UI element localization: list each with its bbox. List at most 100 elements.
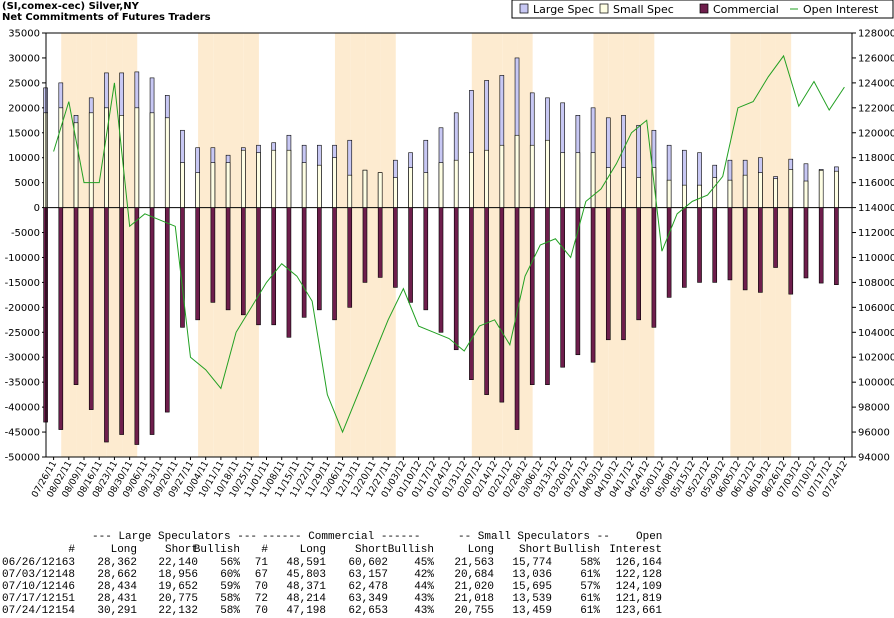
bar bbox=[834, 207, 839, 285]
bar bbox=[788, 207, 794, 295]
bar bbox=[529, 144, 535, 208]
month-band bbox=[350, 33, 366, 457]
bar bbox=[73, 122, 79, 208]
bar bbox=[438, 162, 444, 208]
table-header: Bullish bbox=[554, 544, 600, 556]
y-tick-label: -30000 bbox=[5, 353, 40, 364]
table-cell: 67 bbox=[255, 569, 268, 581]
table-cell: 123,661 bbox=[616, 605, 663, 617]
table-cell: 60,602 bbox=[348, 557, 388, 569]
table-cell: 61% bbox=[580, 605, 600, 617]
legend-label: Open Interest bbox=[803, 3, 879, 16]
y2-tick-label: 94000 bbox=[858, 453, 890, 464]
bar bbox=[164, 117, 170, 208]
bar bbox=[590, 207, 596, 363]
table-cell: 58% bbox=[220, 605, 240, 617]
table-cell: 154 bbox=[55, 605, 75, 617]
bar bbox=[271, 149, 277, 208]
bar bbox=[88, 112, 94, 208]
table-cell: 45,803 bbox=[286, 569, 326, 581]
month-band bbox=[730, 33, 746, 457]
y-tick-label: -45000 bbox=[5, 428, 40, 439]
bar bbox=[818, 169, 824, 208]
month-band bbox=[91, 33, 107, 457]
table-cell: 47,198 bbox=[286, 605, 326, 617]
bar bbox=[621, 167, 626, 208]
bar bbox=[104, 207, 109, 443]
y-tick-label: -15000 bbox=[5, 278, 40, 289]
bar bbox=[666, 179, 672, 208]
bar bbox=[393, 177, 398, 208]
month-band bbox=[76, 33, 92, 457]
table-header: Interest bbox=[609, 544, 662, 556]
bar bbox=[575, 152, 581, 208]
month-band bbox=[380, 33, 396, 457]
bar bbox=[697, 207, 702, 283]
chart-subtitle: Net Commitments of Futures Traders bbox=[2, 12, 211, 23]
table-cell: 121,819 bbox=[616, 593, 662, 605]
month-band bbox=[775, 33, 792, 457]
month-band bbox=[365, 33, 381, 457]
bar bbox=[408, 207, 413, 303]
y2-tick-label: 122000 bbox=[858, 103, 894, 114]
bar bbox=[301, 207, 307, 318]
table-cell: 62,478 bbox=[348, 581, 388, 593]
bar bbox=[347, 207, 353, 308]
table-cell: 71 bbox=[255, 557, 269, 569]
table-cell: 58% bbox=[580, 557, 600, 569]
table-cell: 22,140 bbox=[158, 557, 198, 569]
bar bbox=[453, 207, 459, 351]
bar bbox=[58, 207, 64, 430]
table-cell: 18,956 bbox=[158, 569, 198, 581]
table-cell: 28,431 bbox=[97, 593, 137, 605]
bar bbox=[697, 184, 702, 208]
table-header: Long bbox=[468, 544, 494, 556]
table-cell: 57% bbox=[580, 581, 600, 593]
bar bbox=[73, 207, 79, 385]
bar bbox=[256, 152, 261, 208]
table-cell: 148 bbox=[55, 569, 75, 581]
bar bbox=[210, 162, 216, 208]
bar bbox=[605, 167, 611, 208]
table-cell: 43% bbox=[414, 593, 434, 605]
month-band bbox=[502, 33, 518, 457]
bar bbox=[134, 107, 140, 208]
bar bbox=[377, 172, 383, 208]
month-band bbox=[517, 33, 533, 457]
bar bbox=[560, 152, 565, 208]
bar bbox=[180, 207, 185, 328]
bar bbox=[362, 207, 368, 283]
table-cell: 07/03/12 bbox=[2, 569, 55, 581]
table-cell: 124,109 bbox=[616, 581, 662, 593]
month-band bbox=[198, 33, 214, 457]
bar bbox=[393, 207, 398, 288]
table-group-header: --- Large Speculators --- bbox=[92, 531, 257, 543]
table-cell: 42% bbox=[414, 569, 434, 581]
bar bbox=[104, 107, 109, 208]
table-header: Bullish bbox=[194, 544, 240, 556]
table-header: Short bbox=[165, 544, 198, 556]
legend-label: Small Spec bbox=[613, 3, 674, 16]
y2-tick-label: 118000 bbox=[858, 153, 894, 164]
month-band bbox=[745, 33, 761, 457]
legend-marker bbox=[599, 3, 609, 14]
y-tick-label: 35000 bbox=[8, 29, 40, 40]
table-cell: 21,018 bbox=[454, 593, 494, 605]
bar bbox=[803, 180, 809, 208]
bar bbox=[514, 207, 520, 430]
y2-tick-label: 96000 bbox=[858, 428, 890, 439]
bar bbox=[332, 207, 337, 321]
bar bbox=[119, 207, 124, 435]
bar bbox=[758, 207, 763, 293]
legend-marker bbox=[699, 3, 709, 14]
y-tick-label: -5000 bbox=[11, 228, 40, 239]
table-header: Long bbox=[111, 544, 137, 556]
table-group-header: -- Small Speculators -- bbox=[458, 531, 610, 543]
bar bbox=[241, 207, 246, 316]
y-tick-label: -20000 bbox=[5, 303, 40, 314]
month-band bbox=[122, 33, 138, 457]
y2-tick-label: 116000 bbox=[858, 178, 894, 189]
bar bbox=[469, 152, 474, 208]
legend-marker bbox=[519, 3, 529, 14]
